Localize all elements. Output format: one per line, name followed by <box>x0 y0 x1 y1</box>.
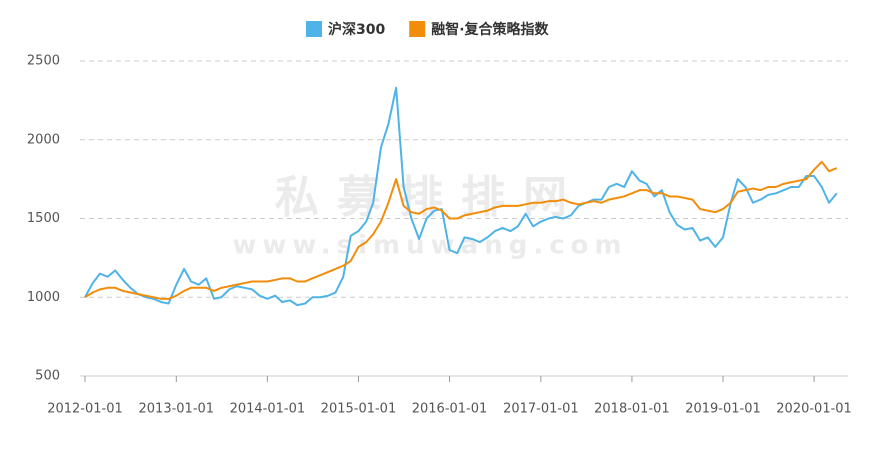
x-tick-label: 2020-01-01 <box>776 402 852 417</box>
y-tick-label: 2000 <box>27 132 60 147</box>
x-tick-label: 2013-01-01 <box>139 402 215 417</box>
legend-label: 融智·复合策略指数 <box>431 21 549 38</box>
y-tick-label: 2500 <box>27 54 60 69</box>
y-tick-label: 1500 <box>27 211 60 226</box>
legend-swatch <box>306 21 322 37</box>
x-tick-label: 2014-01-01 <box>230 402 306 417</box>
x-tick-label: 2015-01-01 <box>321 402 397 417</box>
x-tick-label: 2019-01-01 <box>685 402 761 417</box>
x-tick-label: 2012-01-01 <box>47 402 123 417</box>
legend-label: 沪深300 <box>328 21 385 38</box>
x-tick-label: 2016-01-01 <box>412 402 488 417</box>
watermark: 私募排排网 www.simuwang.com <box>232 172 627 261</box>
watermark-url: www.simuwang.com <box>232 231 627 261</box>
watermark-title: 私募排排网 <box>275 172 585 223</box>
y-tick-label: 500 <box>35 369 60 384</box>
series-line <box>84 160 838 300</box>
legend-swatch <box>409 21 426 37</box>
x-tick-label: 2018-01-01 <box>594 402 670 417</box>
x-tick-label: 2017-01-01 <box>503 402 579 417</box>
y-tick-label: 1000 <box>27 290 60 305</box>
